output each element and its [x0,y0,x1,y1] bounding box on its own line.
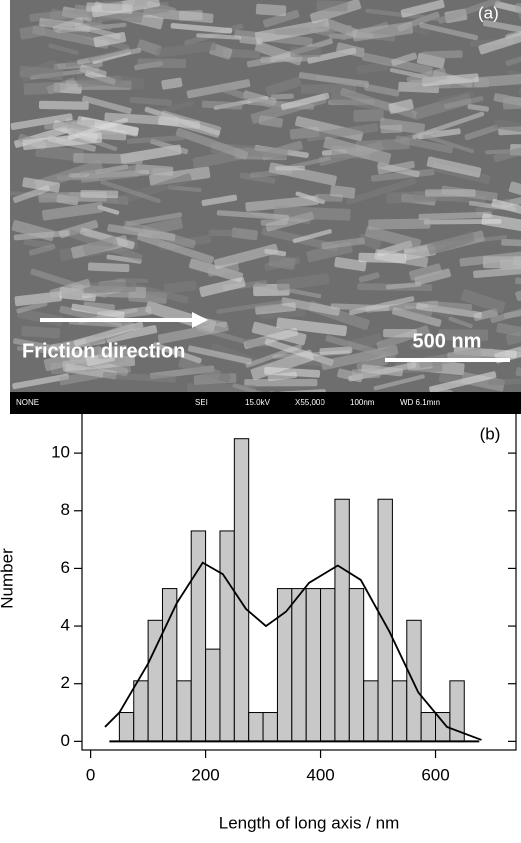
crystal [244,379,317,386]
annotation: Friction direction [22,340,185,362]
bar [349,589,363,742]
bar [335,499,349,741]
y-tick-label: 0 [61,731,70,750]
bar [378,499,392,741]
crystal [500,258,521,270]
crystal [73,153,143,164]
crystal [421,50,462,59]
bar [234,439,248,742]
y-axis-label: Number [0,548,16,609]
info-text: NONE [16,398,39,407]
bar [277,589,291,742]
crystal [209,230,236,237]
panel-label: (a) [478,3,499,22]
bar [220,531,234,741]
crystal [368,218,430,229]
crystal [353,109,384,122]
scale-bar-label: 500 nm [413,330,482,352]
panel-label: (b) [480,424,501,443]
bar [364,681,378,742]
crystal [290,47,320,57]
x-axis-label: Length of long axis / nm [219,813,400,832]
crystal [88,262,130,272]
crystal [358,253,406,264]
crystal [39,101,89,110]
bar [134,681,148,742]
y-tick-label: 10 [51,443,70,462]
bar [321,589,335,742]
info-text: 100nm [350,398,375,407]
figure: (a) Friction direction 500 nm NONESEI15.… [0,0,521,838]
info-text: 15.0kV [245,398,271,407]
crystal [256,4,287,17]
page: {"image": {"panel_label": "(a)", "annota… [0,0,521,838]
bar [177,681,191,742]
bar [407,620,421,741]
y-tick-label: 8 [61,500,70,519]
x-tick-label: 0 [86,765,95,784]
crystal [271,94,294,100]
crystal [316,0,347,11]
x-tick-label: 400 [306,765,334,784]
crystal [83,281,136,293]
crystal [275,166,305,171]
histogram: 0 2 4 6 8 10 0 200 400 600 (b) Length of long axis … [0,399,516,832]
crystal [80,190,118,198]
bar [292,589,306,742]
y-tick-label: 2 [61,673,70,692]
bar [421,713,435,742]
bar [206,649,220,741]
bar [162,589,176,742]
info-text: WD 6.1mm [400,398,440,407]
bar [249,713,263,742]
x-tick-label: 200 [191,765,219,784]
y-tick-label: 4 [61,616,70,635]
bar [306,589,320,742]
bar [263,713,277,742]
y-tick-label: 6 [61,558,70,577]
crystal [425,189,475,196]
bar [119,713,133,742]
crystal [152,168,173,176]
crystal [138,58,187,68]
bar [392,681,406,742]
x-tick-label: 600 [421,765,449,784]
